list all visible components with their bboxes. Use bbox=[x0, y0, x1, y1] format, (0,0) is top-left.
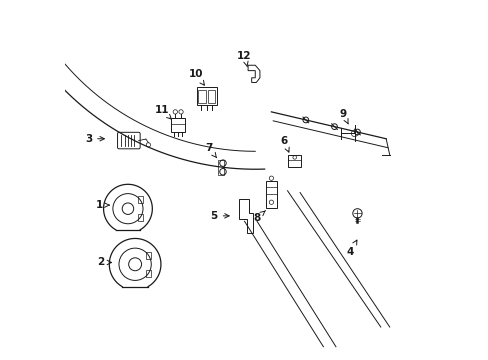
Bar bbox=[265, 181, 277, 208]
Text: 3: 3 bbox=[85, 134, 104, 144]
Bar bbox=[287, 155, 301, 167]
Text: 7: 7 bbox=[204, 143, 216, 158]
Text: 2: 2 bbox=[97, 257, 111, 267]
Text: 12: 12 bbox=[237, 51, 251, 67]
Bar bbox=[146, 252, 151, 259]
Bar bbox=[218, 160, 224, 175]
Text: 10: 10 bbox=[188, 69, 204, 85]
Text: 5: 5 bbox=[210, 211, 229, 221]
Bar bbox=[138, 214, 143, 221]
Text: 8: 8 bbox=[253, 211, 265, 222]
Bar bbox=[171, 118, 185, 132]
Bar bbox=[138, 196, 143, 203]
Text: 6: 6 bbox=[280, 136, 288, 152]
Text: 9: 9 bbox=[339, 109, 347, 124]
Text: 1: 1 bbox=[96, 200, 109, 210]
Text: 4: 4 bbox=[346, 240, 356, 257]
Bar bbox=[207, 90, 215, 103]
Bar bbox=[196, 87, 217, 105]
Text: 11: 11 bbox=[155, 105, 171, 119]
Bar bbox=[198, 90, 206, 103]
Bar bbox=[146, 270, 151, 277]
